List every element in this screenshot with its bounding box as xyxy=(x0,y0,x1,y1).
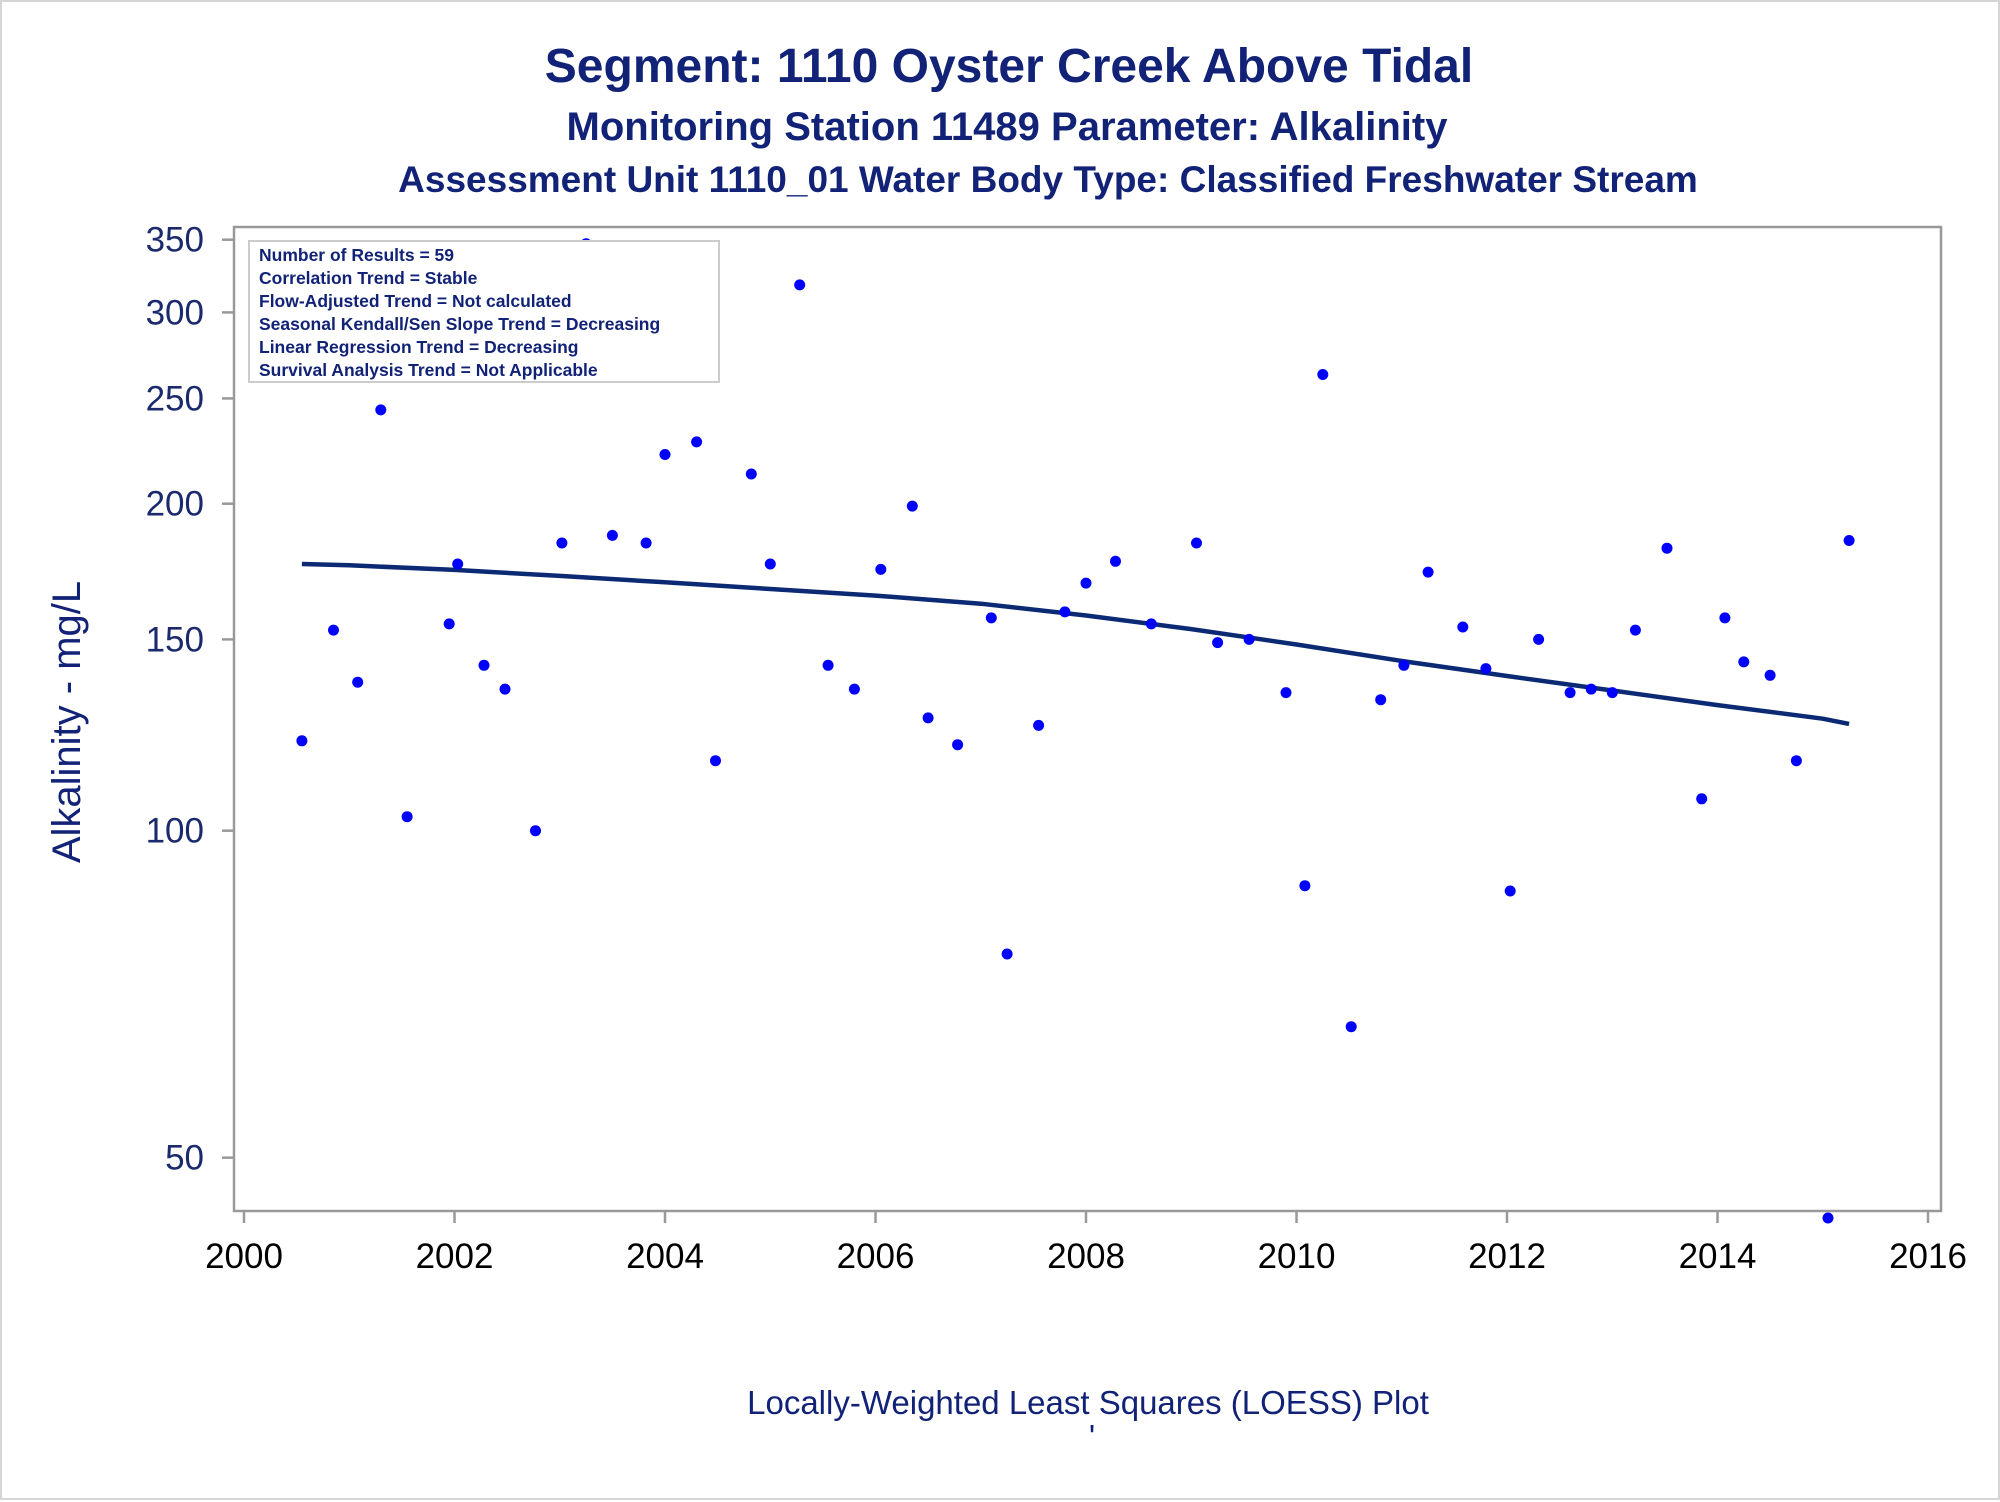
data-point xyxy=(1457,621,1469,633)
data-point xyxy=(499,683,511,695)
data-points-layer xyxy=(296,238,1855,1224)
x-tick-label: 2016 xyxy=(1889,1237,1967,1276)
stats-line-results: Number of Results = 59 xyxy=(259,245,454,265)
footnote-mark: ' xyxy=(1089,1418,1095,1455)
data-point xyxy=(1843,535,1855,546)
data-point xyxy=(659,449,671,460)
x-tick-label: 2010 xyxy=(1258,1237,1336,1276)
data-point xyxy=(848,683,860,695)
data-point xyxy=(1764,669,1776,681)
x-tick-label: 2012 xyxy=(1468,1237,1546,1276)
stats-line-survival: Survival Analysis Trend = Not Applicable xyxy=(259,360,598,380)
data-point xyxy=(1345,1021,1357,1033)
data-point xyxy=(478,659,490,671)
data-point xyxy=(906,500,918,512)
y-tick-label: 100 xyxy=(146,812,204,851)
chart-subtitle-assessment: Assessment Unit 1110_01 Water Body Type:… xyxy=(398,159,1698,200)
data-point xyxy=(745,468,757,480)
data-point xyxy=(691,436,703,448)
x-tick-label: 2002 xyxy=(416,1237,494,1276)
data-point xyxy=(296,735,308,747)
data-point xyxy=(1719,612,1731,624)
data-point xyxy=(452,558,464,570)
data-point xyxy=(1375,694,1387,706)
data-point xyxy=(1533,633,1545,645)
data-point xyxy=(985,612,997,624)
data-point xyxy=(1033,719,1045,731)
data-point xyxy=(764,558,776,570)
data-point xyxy=(1191,537,1202,549)
chart-subtitle-station: Monitoring Station 11489 Parameter: Alka… xyxy=(567,105,1449,149)
data-point xyxy=(530,825,541,837)
data-point xyxy=(1243,633,1255,645)
data-point xyxy=(1564,687,1576,699)
stats-box xyxy=(248,240,720,383)
y-tick-label: 50 xyxy=(165,1139,204,1178)
data-point xyxy=(1696,793,1708,805)
data-point xyxy=(1661,542,1673,554)
data-point xyxy=(1398,659,1410,671)
stats-line-seasonal-kendall: Seasonal Kendall/Sen Slope Trend = Decre… xyxy=(259,314,660,334)
chart-title: Segment: 1110 Oyster Creek Above Tidal xyxy=(545,40,1473,93)
data-point xyxy=(1059,606,1071,618)
data-point xyxy=(1212,637,1224,649)
data-point xyxy=(556,537,568,549)
axis-ticks: 2000 2002 2004 2006 2008 2010 2012 2014 2016 50 10… xyxy=(146,221,1967,1276)
y-tick-label: 250 xyxy=(146,379,204,418)
footnote: Locally-Weighted Least Squares (LOESS) P… xyxy=(747,1384,1429,1421)
data-point xyxy=(1280,687,1292,699)
y-tick-label: 150 xyxy=(146,620,204,659)
data-point xyxy=(794,279,806,291)
data-point xyxy=(1585,683,1597,695)
data-point xyxy=(1629,624,1641,636)
data-point xyxy=(1822,1212,1834,1224)
x-tick-label: 2008 xyxy=(1047,1237,1125,1276)
y-tick-label: 200 xyxy=(146,485,204,524)
data-point xyxy=(922,712,934,724)
data-point xyxy=(443,618,455,630)
data-point xyxy=(352,676,364,688)
data-point xyxy=(1790,755,1802,767)
data-point xyxy=(640,537,652,549)
x-tick-label: 2014 xyxy=(1679,1237,1757,1276)
y-tick-label: 350 xyxy=(146,221,204,260)
data-point xyxy=(375,404,387,416)
data-point xyxy=(710,755,721,767)
data-point xyxy=(1110,555,1121,567)
loess-trend-line xyxy=(301,561,1850,727)
data-point xyxy=(1738,656,1750,668)
data-point xyxy=(1145,618,1157,630)
stats-line-flow-adjusted: Flow-Adjusted Trend = Not calculated xyxy=(259,291,572,311)
stats-line-correlation: Correlation Trend = Stable xyxy=(259,268,478,288)
data-point xyxy=(1606,687,1618,699)
x-tick-label: 2000 xyxy=(205,1237,283,1276)
data-point xyxy=(401,811,413,823)
data-point xyxy=(1317,369,1329,380)
data-point xyxy=(1422,566,1434,578)
loess-trend-layer xyxy=(301,561,1850,727)
stats-line-linear-regression: Linear Regression Trend = Decreasing xyxy=(259,337,579,357)
y-axis-label: Alkalinity - mg/L xyxy=(45,581,89,863)
data-point xyxy=(822,659,834,671)
data-point xyxy=(1299,880,1311,892)
data-point xyxy=(328,624,339,636)
data-point xyxy=(952,739,964,751)
x-tick-label: 2004 xyxy=(626,1237,704,1276)
data-point xyxy=(875,563,887,575)
plot-area xyxy=(232,225,1943,1213)
y-tick-label: 300 xyxy=(146,293,204,332)
data-point xyxy=(1080,577,1092,589)
data-point xyxy=(1001,948,1013,960)
data-point xyxy=(606,529,618,541)
data-point xyxy=(1504,885,1516,897)
data-point xyxy=(1480,663,1492,675)
x-tick-label: 2006 xyxy=(837,1237,915,1276)
